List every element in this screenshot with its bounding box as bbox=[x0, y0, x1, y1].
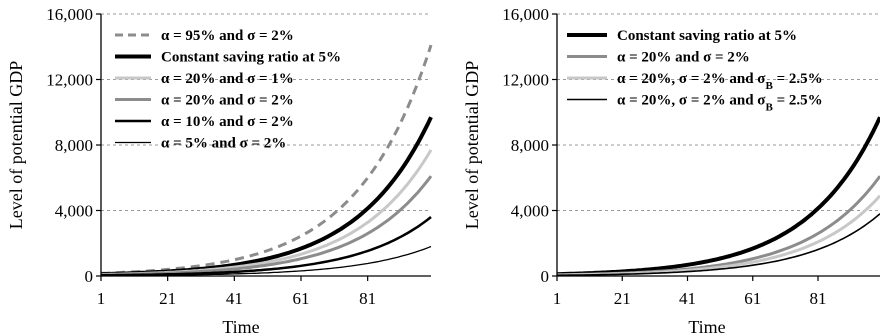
y-tick-label: 0 bbox=[85, 267, 94, 286]
legend-label: α = 5% and σ = 2% bbox=[161, 136, 286, 152]
x-axis-title: Time bbox=[222, 317, 259, 336]
legend-label: α = 20% and σ = 2% bbox=[617, 50, 750, 66]
legend-label: α = 10% and σ = 2% bbox=[161, 114, 294, 130]
series-line-1 bbox=[100, 44, 433, 275]
x-tick-label: 21 bbox=[614, 289, 631, 308]
x-axis-title: Time bbox=[688, 317, 725, 336]
series-line-4 bbox=[556, 213, 880, 277]
y-tick-label: 4,000 bbox=[55, 202, 93, 221]
y-axis-title: Level of potential GDP bbox=[462, 61, 482, 229]
y-tick-label: 12,000 bbox=[46, 71, 93, 90]
series-line-6 bbox=[100, 245, 432, 277]
x-tick-label: 41 bbox=[226, 289, 243, 308]
y-tick-label: 16,000 bbox=[46, 5, 93, 24]
legend-label: α = 20% and σ = 2% bbox=[161, 93, 294, 109]
x-tick-label: 61 bbox=[744, 289, 761, 308]
series-line-3 bbox=[556, 194, 880, 277]
legend-label: α = 20%, σ = 2% and σB = 2.5% bbox=[617, 71, 823, 92]
x-tick-label: 81 bbox=[810, 289, 827, 308]
legend-label: Constant saving ratio at 5% bbox=[617, 28, 797, 44]
series-line-3 bbox=[101, 149, 433, 276]
legend-label: α = 20%, σ = 2% and σB = 2.5% bbox=[617, 93, 823, 114]
legend-label: α = 95% and σ = 2% bbox=[161, 28, 294, 44]
legend-label: α = 20% and σ = 1% bbox=[161, 71, 294, 87]
x-tick-label: 61 bbox=[293, 289, 310, 308]
y-tick-label: 16,000 bbox=[502, 5, 549, 24]
series-line-5 bbox=[101, 216, 432, 277]
x-tick-label: 1 bbox=[553, 289, 562, 308]
x-tick-label: 21 bbox=[159, 289, 176, 308]
chart-panel-1: 0 4,000 8,000 12,000 16,000 1 21 41 61 81 Time Leve… bbox=[6, 5, 433, 336]
x-tick-label: 81 bbox=[359, 289, 376, 308]
x-tick-label: 41 bbox=[679, 289, 696, 308]
y-tick-label: 8,000 bbox=[55, 136, 93, 155]
chart-panel-2: 0 4,000 8,000 12,000 16,000 1 21 41 61 81 Time Leve… bbox=[462, 5, 880, 336]
y-tick-label: 12,000 bbox=[502, 71, 549, 90]
y-axis-title: Level of potential GDP bbox=[6, 61, 26, 229]
y-tick-label: 0 bbox=[541, 267, 550, 286]
y-tick-label: 4,000 bbox=[511, 202, 549, 221]
x-tick-label: 1 bbox=[97, 289, 106, 308]
y-tick-label: 8,000 bbox=[511, 136, 549, 155]
legend: Constant saving ratio at 5% α = 20% and σ… bbox=[567, 28, 823, 114]
legend-label: Constant saving ratio at 5% bbox=[161, 50, 341, 66]
series-line-1 bbox=[556, 116, 880, 277]
legend: α = 95% and σ = 2% Constant saving ratio … bbox=[115, 28, 341, 152]
